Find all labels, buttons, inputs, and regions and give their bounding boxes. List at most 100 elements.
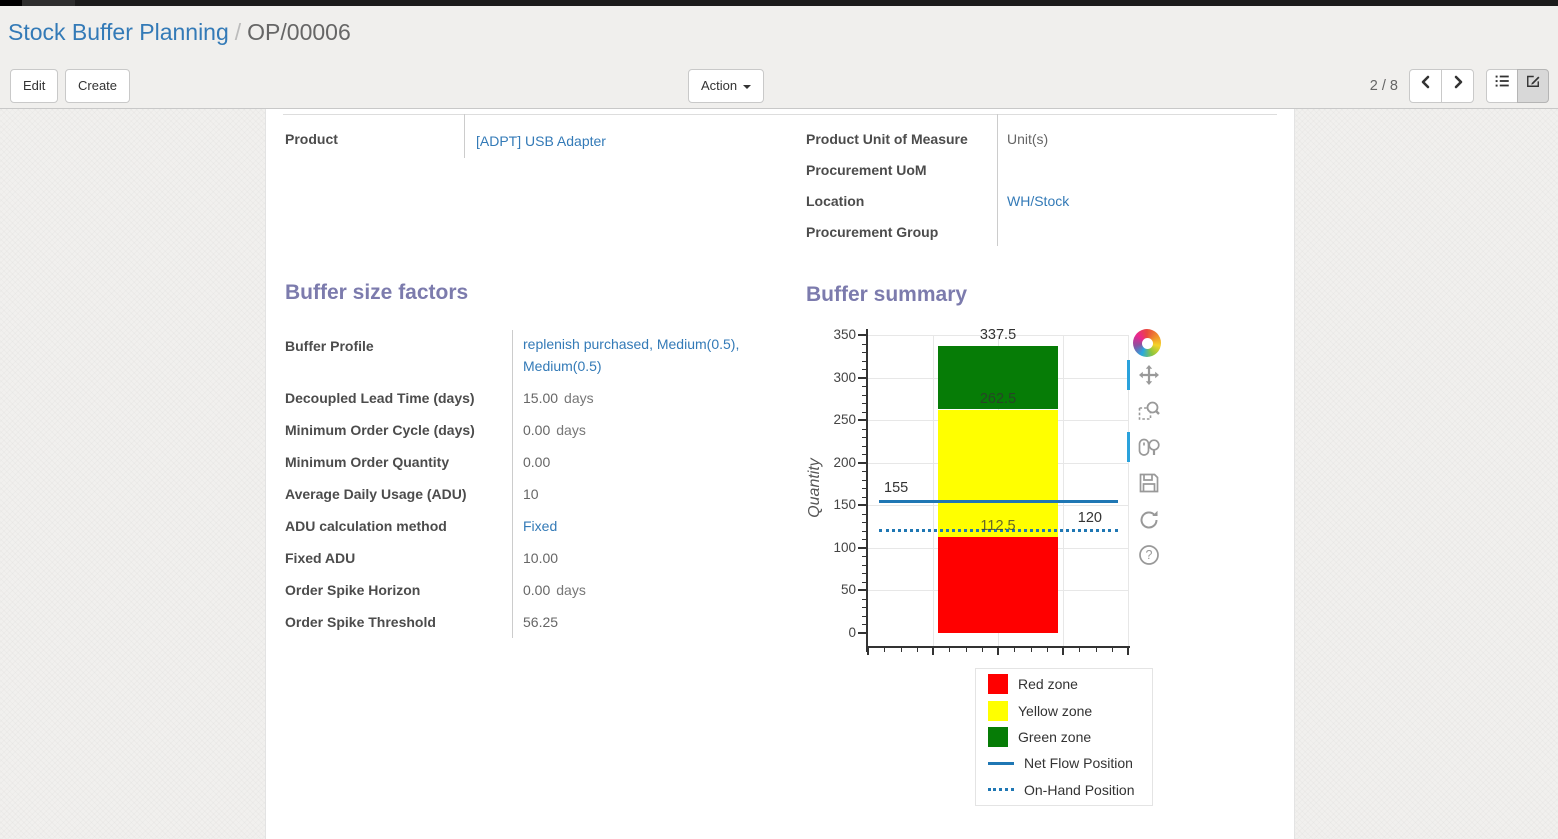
field-value-order-spike-horizon: 0.00 days xyxy=(523,574,586,606)
chart-ytick-minor xyxy=(862,454,866,456)
chart-xtick-major xyxy=(867,648,869,655)
chart-zone-green-zone xyxy=(938,345,1058,410)
chart-ytick-label: 250 xyxy=(833,412,856,428)
chart-ytick-major xyxy=(858,419,866,422)
pager-value: 2 / 8 xyxy=(1369,78,1398,94)
chart-xtick-major xyxy=(1127,648,1129,655)
wheel-zoom-active-indicator xyxy=(1127,432,1130,462)
product-link[interactable]: [ADPT] USB Adapter xyxy=(476,133,606,149)
location-link[interactable]: WH/Stock xyxy=(1007,193,1070,209)
breadcrumb-parent-link[interactable]: Stock Buffer Planning xyxy=(8,19,229,45)
yellow-swatch xyxy=(988,700,1008,721)
legend-item-on-hand: On-Hand Position xyxy=(988,777,1152,803)
save-floppy-icon xyxy=(1139,473,1159,493)
chart-xtick-minor xyxy=(1111,648,1113,652)
chart-xtick-minor xyxy=(1014,648,1016,652)
reset-refresh-icon xyxy=(1140,510,1158,529)
chart-ytick-major xyxy=(858,376,866,379)
field-label-product: Product xyxy=(285,131,338,147)
chevron-left-icon xyxy=(1421,75,1429,89)
legend-label: On-Hand Position xyxy=(1024,781,1135,798)
chart-ytick-minor xyxy=(862,386,866,388)
chart-line-label: 155 xyxy=(884,480,909,497)
breadcrumb: Stock Buffer Planning / OP/00006 xyxy=(8,19,351,46)
chart-ytick-major xyxy=(858,504,866,507)
chart-plot-border xyxy=(1128,335,1129,646)
chart-ytick-minor xyxy=(862,556,866,558)
legend-item-red-zone: Red zone xyxy=(988,671,1152,697)
chart-ytick-major xyxy=(858,334,866,336)
box-zoom-tool-button[interactable] xyxy=(1137,399,1161,428)
chevron-right-icon xyxy=(1454,75,1462,89)
pan-tool-button[interactable] xyxy=(1137,363,1161,392)
chart-ytick-minor xyxy=(862,496,866,498)
chart-xtick-major xyxy=(1062,648,1064,655)
red-swatch xyxy=(988,674,1008,695)
chart-ytick-minor xyxy=(862,488,866,490)
dlt-number: 15.00 xyxy=(523,390,559,406)
chart-ytick-minor xyxy=(862,581,866,583)
chart-ytick-minor xyxy=(862,352,866,354)
field-value-product: [ADPT] USB Adapter xyxy=(476,126,606,157)
bokeh-logo[interactable] xyxy=(1133,329,1161,357)
reset-tool-button[interactable] xyxy=(1137,507,1161,536)
field-value-location: WH/Stock xyxy=(1007,186,1069,217)
help-tool-button[interactable]: ? xyxy=(1137,543,1161,572)
chart-line-on-hand xyxy=(879,528,1118,532)
wheel-zoom-icon xyxy=(1138,438,1160,456)
chart-xtick-minor xyxy=(1046,648,1048,652)
chart-line-label: 120 xyxy=(1077,509,1102,526)
field-label-dlt: Decoupled Lead Time (days) xyxy=(285,390,475,406)
save-tool-button[interactable] xyxy=(1137,471,1161,500)
chart-ytick-minor xyxy=(862,445,866,447)
legend-label: Red zone xyxy=(1018,676,1078,693)
buffer-profile-link[interactable]: replenish purchased, Medium(0.5), Medium… xyxy=(523,336,740,374)
action-dropdown-button[interactable]: Action xyxy=(688,69,765,103)
field-label-fixed-adu: Fixed ADU xyxy=(285,550,356,566)
chart-legend: Red zone Yellow zone Green zone Net Flow… xyxy=(975,668,1153,806)
create-button[interactable]: Create xyxy=(65,69,131,103)
green-swatch xyxy=(988,727,1008,747)
chart-xtick-minor xyxy=(900,648,902,652)
spike-horizon-unit: days xyxy=(556,582,586,598)
group-divider xyxy=(283,114,1277,115)
bokeh-logo-hole xyxy=(1141,337,1153,349)
chart-xtick-major xyxy=(932,648,934,655)
chart-ytick-minor xyxy=(862,624,866,626)
chart-ytick-label: 300 xyxy=(833,369,856,385)
pager-previous-button[interactable] xyxy=(1409,69,1442,103)
moc-unit: days xyxy=(556,422,586,438)
legend-item-green-zone: Green zone xyxy=(988,724,1152,750)
control-panel: Stock Buffer Planning / OP/00006 Edit Crea… xyxy=(0,6,1558,109)
chart-ytick-label: 150 xyxy=(833,497,856,513)
chart-ytick-label: 100 xyxy=(833,539,856,555)
chart-xtick-minor xyxy=(1079,648,1081,652)
chart-xtick-major xyxy=(997,648,999,655)
right-group-separator xyxy=(997,114,998,246)
dlt-unit: days xyxy=(564,390,594,406)
chart-bar-label: 337.5 xyxy=(979,326,1017,343)
moc-number: 0.00 xyxy=(523,422,551,438)
wheel-zoom-tool-button[interactable] xyxy=(1137,435,1161,464)
chart-ytick-minor xyxy=(862,615,866,617)
form-view-button[interactable] xyxy=(1517,69,1549,103)
field-label-adu: Average Daily Usage (ADU) xyxy=(285,486,467,502)
field-value-adu-method: Fixed xyxy=(523,510,557,542)
solid-line-swatch xyxy=(988,761,1014,765)
list-view-button[interactable] xyxy=(1486,69,1518,103)
edit-button[interactable]: Edit xyxy=(10,69,59,103)
chart-ytick-minor xyxy=(862,343,866,345)
adu-method-link[interactable]: Fixed xyxy=(523,518,558,534)
chart-ytick-label: 350 xyxy=(833,327,856,342)
chart-xtick-minor xyxy=(965,648,967,652)
field-label-min-order-cycle: Minimum Order Cycle (days) xyxy=(285,422,475,438)
field-value-product-uom: Unit(s) xyxy=(1007,131,1049,147)
pager-next-button[interactable] xyxy=(1441,69,1474,103)
breadcrumb-separator: / xyxy=(234,19,242,45)
chart-ylabel: Quantity xyxy=(806,458,823,518)
field-value-fixed-adu: 10.00 xyxy=(523,550,559,566)
chart-gridline-v xyxy=(933,335,934,646)
navbar-corner xyxy=(0,0,22,6)
field-label-order-spike-threshold: Order Spike Threshold xyxy=(285,614,436,630)
